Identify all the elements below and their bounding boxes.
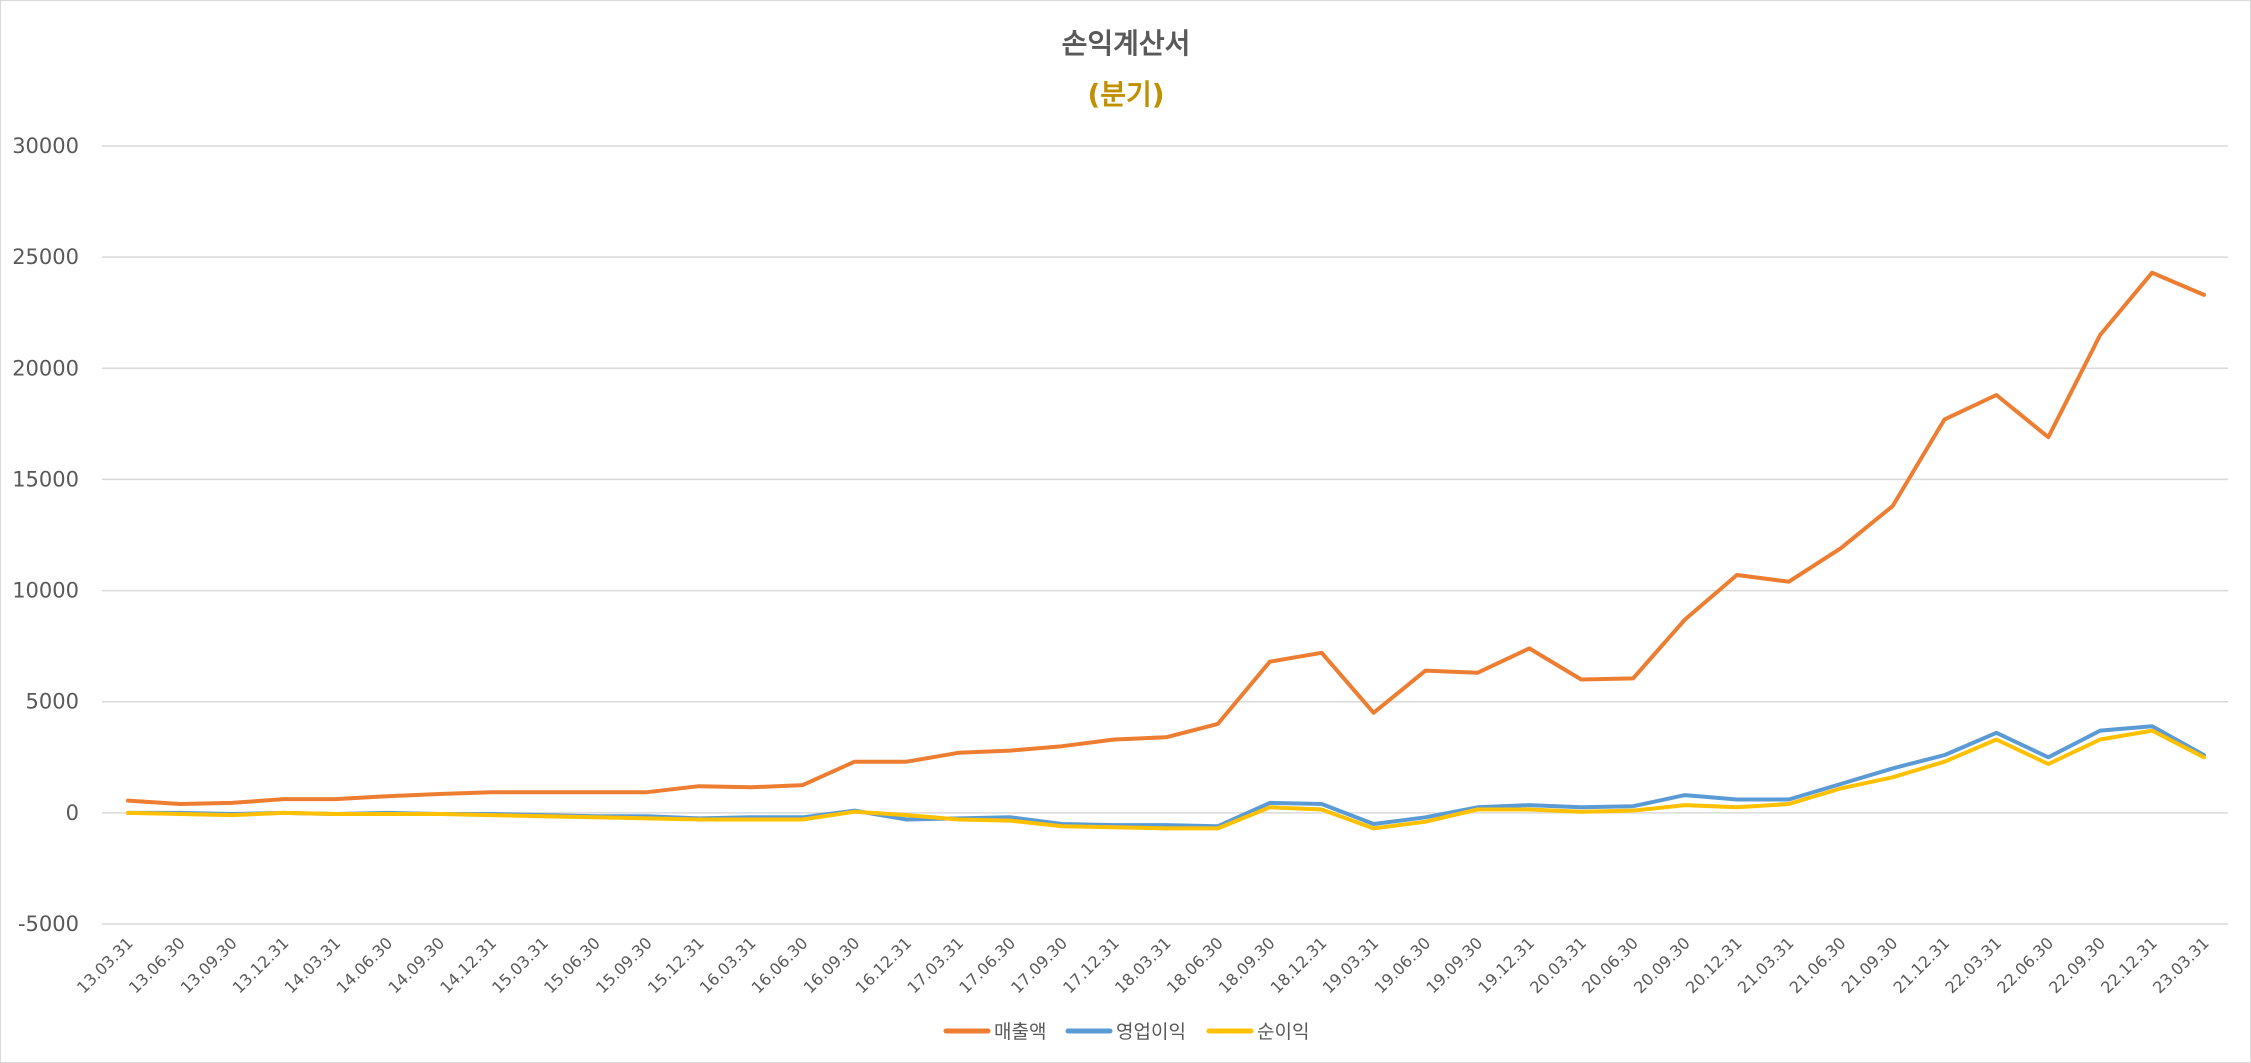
x-tick-label: 17.12.31 [1059, 933, 1123, 997]
x-tick-label: 22.12.31 [2097, 933, 2161, 997]
legend-label: 순이익 [1257, 1021, 1309, 1043]
x-tick-label: 23.03.31 [2149, 933, 2213, 997]
x-tick-label: 21.09.30 [1838, 933, 1902, 997]
legend: 매출액 영업이익 순이익 [943, 1021, 1309, 1043]
y-tick-label: 30000 [12, 134, 79, 158]
x-tick-label: 20.03.31 [1526, 933, 1590, 997]
x-tick-label: 17.06.30 [955, 933, 1019, 997]
chart-title: 손익계산서 [1062, 27, 1191, 60]
x-tick-label: 16.06.30 [748, 933, 812, 997]
y-tick-label: 25000 [12, 245, 79, 269]
series-lines [126, 270, 2206, 831]
x-tick-label: 15.03.31 [488, 933, 552, 997]
x-tick-label: 21.12.31 [1890, 933, 1954, 997]
gridlines [102, 145, 2228, 925]
x-tick-label: 20.09.30 [1630, 933, 1694, 997]
x-tick-label: 16.09.30 [800, 933, 864, 997]
legend-label: 영업이익 [1116, 1021, 1186, 1043]
chart-subtitle: (분기) [1087, 78, 1164, 111]
x-tick-label: 18.09.30 [1215, 933, 1279, 997]
x-tick-label: 18.06.30 [1163, 933, 1227, 997]
legend-label: 매출액 [994, 1021, 1046, 1043]
x-tick-label: 19.09.30 [1422, 933, 1486, 997]
x-tick-label: 13.03.31 [73, 933, 137, 997]
x-tick-label: 22.03.31 [1941, 933, 2005, 997]
x-tick-label: 19.03.31 [1319, 933, 1383, 997]
x-tick-label: 14.12.31 [436, 933, 500, 997]
x-tick-label: 19.06.30 [1371, 933, 1435, 997]
series-line [126, 728, 2206, 831]
y-tick-label: 10000 [12, 579, 79, 603]
x-tick-label: 17.09.30 [1007, 933, 1071, 997]
x-tick-label: 14.09.30 [384, 933, 448, 997]
x-tick-label: 19.12.31 [1474, 933, 1538, 997]
x-tick-label: 20.06.30 [1578, 933, 1642, 997]
x-tick-label: 20.12.31 [1682, 933, 1746, 997]
x-tick-label: 22.06.30 [1993, 933, 2057, 997]
x-tick-label: 13.12.31 [229, 933, 293, 997]
x-tick-label: 16.03.31 [696, 933, 760, 997]
y-tick-label: 0 [66, 801, 79, 825]
x-tick-label: 17.03.31 [903, 933, 967, 997]
x-tick-label: 15.12.31 [644, 933, 708, 997]
x-tick-label: 13.06.30 [125, 933, 189, 997]
x-tick-label: 14.03.31 [281, 933, 345, 997]
x-tick-label: 15.06.30 [540, 933, 604, 997]
x-tick-label: 21.06.30 [1786, 933, 1850, 997]
x-tick-label: 18.03.31 [1111, 933, 1175, 997]
x-tick-label: 15.09.30 [592, 933, 656, 997]
x-tick-label: 16.12.31 [852, 933, 916, 997]
y-tick-label: 20000 [12, 356, 79, 380]
series-line [126, 270, 2206, 806]
x-tick-label: 14.06.30 [333, 933, 397, 997]
x-tick-label: 21.03.31 [1734, 933, 1798, 997]
y-axis-tick-labels: -5000 0 5000 10000 15000 20000 25000 30000 [12, 134, 79, 936]
y-tick-label: 5000 [26, 690, 79, 714]
y-tick-label: -5000 [18, 912, 79, 936]
y-tick-label: 15000 [12, 467, 79, 491]
x-tick-label: 18.12.31 [1267, 933, 1331, 997]
x-axis-tick-labels: 13.03.3113.06.3013.09.3013.12.3114.03.31… [73, 933, 2213, 997]
x-tick-label: 13.09.30 [177, 933, 241, 997]
x-tick-label: 22.09.30 [2045, 933, 2109, 997]
